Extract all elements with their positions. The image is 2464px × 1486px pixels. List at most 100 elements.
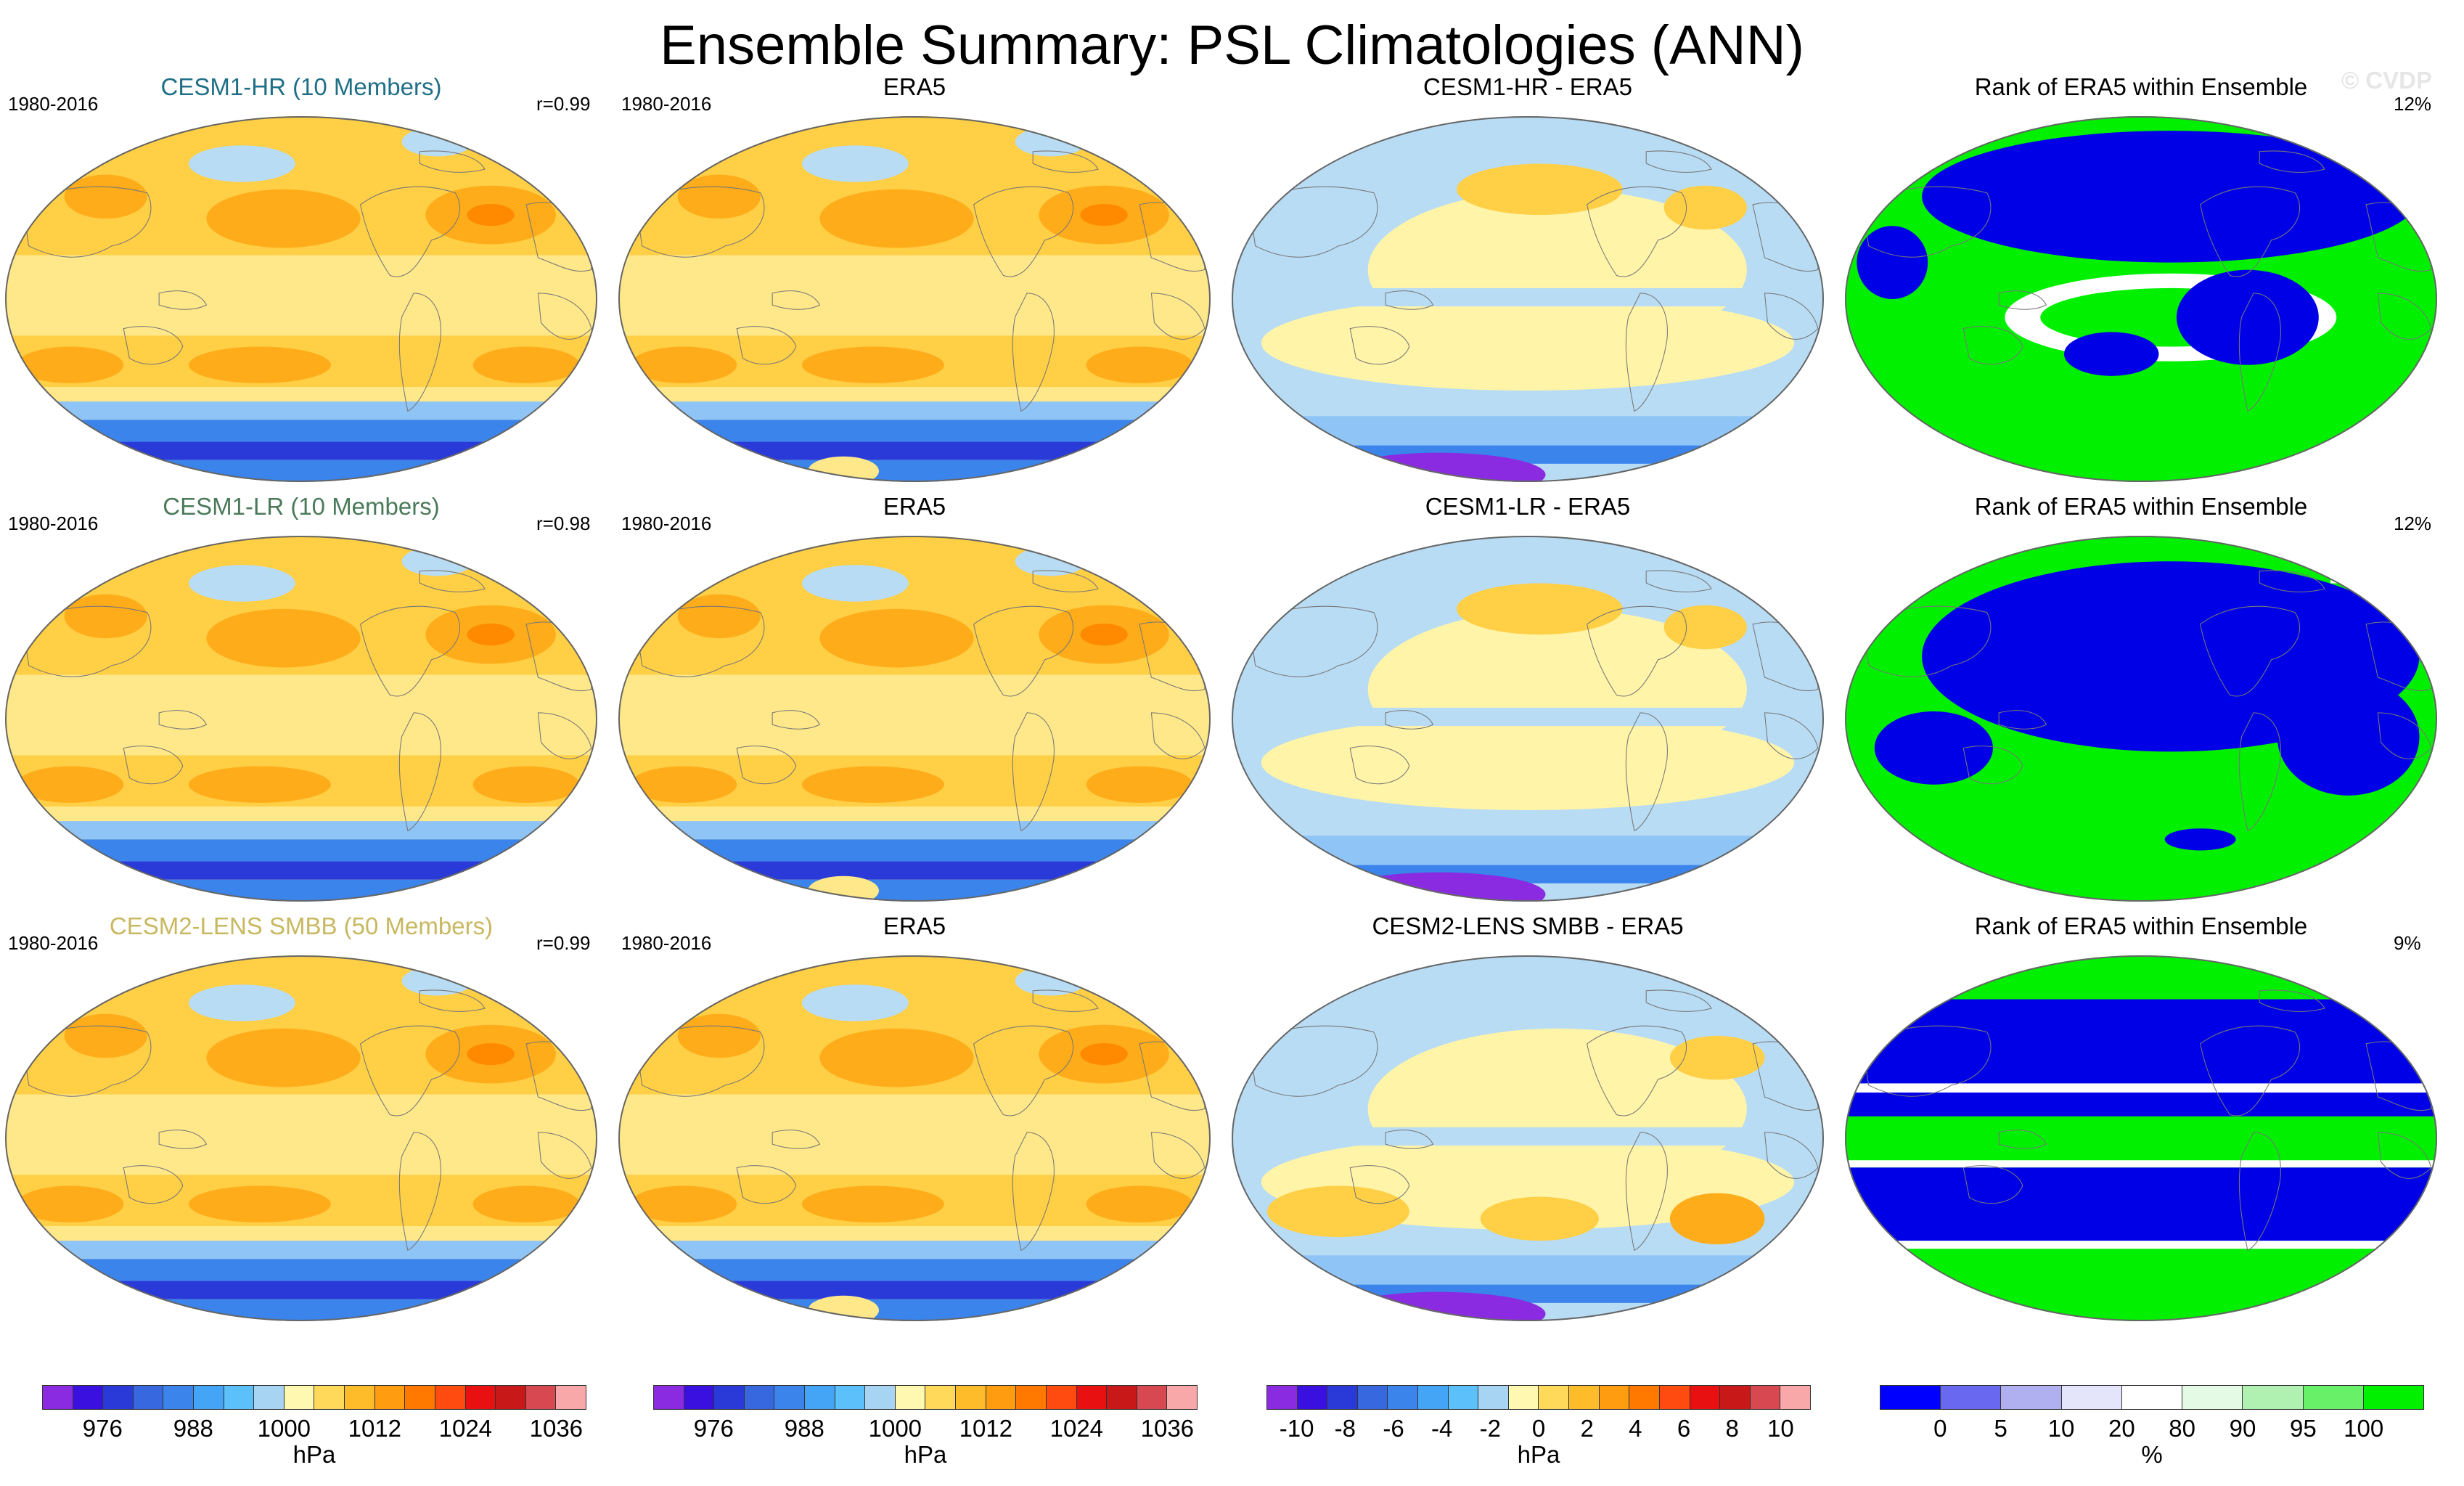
coastline <box>537 293 592 340</box>
panel-title-obs: ERA5 <box>883 73 946 100</box>
colorbar-tick-label: 90 <box>2229 1415 2256 1442</box>
colorbar-swatch <box>713 1385 744 1410</box>
colorbar-tick-label: -6 <box>1383 1415 1404 1442</box>
panel-period: 1980-2016 <box>8 513 99 534</box>
colorbar-swatch <box>495 1385 525 1410</box>
map-obs-row3 <box>618 955 1211 1321</box>
coastline <box>537 712 592 759</box>
coastline <box>419 989 486 1012</box>
coastline <box>2238 293 2281 412</box>
coastline <box>2259 570 2325 592</box>
colorbar-swatch <box>1629 1385 1659 1410</box>
map-diff-row3 <box>1232 955 1824 1321</box>
coastline <box>158 290 208 310</box>
coastline <box>771 710 821 730</box>
colorbar-swatch <box>434 1385 465 1410</box>
coastline <box>1764 1132 1819 1179</box>
coastline <box>419 570 486 592</box>
colorbar-swatch <box>2362 1385 2424 1410</box>
colorbar-tick-label: -10 <box>1279 1415 1314 1442</box>
coastline <box>1625 1132 1668 1252</box>
map-rank-row1 <box>1845 116 2437 482</box>
coastline <box>123 326 184 365</box>
panel-title-model: CESM2-LENS SMBB (50 Members) <box>109 913 494 939</box>
coastline <box>736 746 797 785</box>
colorbar-tick-label: 1036 <box>1140 1415 1195 1442</box>
colorbar-tick-label: 976 <box>693 1415 734 1442</box>
panel-period: 1980-2016 <box>8 93 99 115</box>
rank-percent: 9% <box>2394 932 2421 954</box>
coastline <box>1385 290 1434 310</box>
colorbar-swatch <box>2302 1385 2363 1410</box>
colorbar-tick-label: 20 <box>2108 1415 2135 1442</box>
colorbar-swatch <box>804 1385 835 1410</box>
panel-title-rank: Rank of ERA5 within Ensemble <box>1974 73 2308 100</box>
colorbar-tick-label: 10 <box>1767 1415 1794 1442</box>
coastline <box>1998 710 2047 730</box>
colorbar-swatch <box>925 1385 956 1410</box>
coastline <box>419 150 486 173</box>
colorbar-swatch <box>653 1385 684 1410</box>
coastline <box>1349 1165 1410 1204</box>
coastline <box>1012 1132 1055 1252</box>
coastline <box>537 1132 592 1179</box>
colorbar-swatch <box>525 1385 556 1410</box>
coastline <box>1248 605 1378 677</box>
colorbar-tick-label: 6 <box>1677 1415 1691 1442</box>
coastline <box>736 1165 797 1204</box>
coastline <box>1349 326 1410 365</box>
colorbar-swatch <box>1447 1385 1478 1410</box>
coastline <box>635 1025 765 1097</box>
map-rank-row3 <box>1845 955 2437 1321</box>
colorbar-tick-label: 80 <box>2169 1415 2196 1442</box>
coastline <box>1998 290 2047 310</box>
colorbar-swatch <box>2242 1385 2303 1410</box>
coastline <box>1248 1025 1378 1097</box>
coastline <box>1150 1132 1206 1179</box>
colorbar-swatch <box>1940 1385 2001 1410</box>
colorbar-swatch <box>1136 1385 1167 1410</box>
coastline <box>123 1165 184 1204</box>
colorbar-swatch <box>894 1385 925 1410</box>
colorbar-swatch <box>1076 1385 1107 1410</box>
coastline <box>736 326 797 365</box>
coastline <box>1150 712 1206 759</box>
coastline <box>1032 150 1099 173</box>
panel-title-diff: CESM1-LR - ERA5 <box>1425 493 1631 520</box>
coastline <box>1962 326 2023 365</box>
coastline <box>2377 1132 2432 1179</box>
colorbar-swatch <box>1266 1385 1297 1410</box>
panel-title-model: CESM1-LR (10 Members) <box>163 493 440 520</box>
colorbar-swatch <box>1658 1385 1690 1410</box>
panel-title-obs: ERA5 <box>883 913 946 939</box>
colorbar-unit: % <box>2141 1441 2163 1468</box>
colorbar-swatch <box>344 1385 374 1410</box>
coastline <box>22 186 152 258</box>
colorbar-swatch <box>1166 1385 1198 1410</box>
colorbar-swatch <box>1780 1385 1811 1410</box>
figure-title: Ensemble Summary: PSL Climatologies (ANN… <box>660 15 1804 76</box>
coastline <box>1862 605 1992 677</box>
colorbar-swatch <box>253 1385 284 1410</box>
coastline <box>398 1132 441 1252</box>
colorbar-swatch <box>72 1385 103 1410</box>
coastline <box>123 746 184 785</box>
map-model-row2 <box>5 536 597 902</box>
colorbar-swatch <box>683 1385 714 1410</box>
coastline <box>1998 1130 2047 1149</box>
coastline <box>635 186 765 258</box>
coastline <box>360 186 461 277</box>
colorbar-swatch <box>1015 1385 1046 1410</box>
colorbar-tick-label: -8 <box>1334 1415 1356 1442</box>
colorbar-diff-3 <box>1266 1385 1811 1410</box>
coastline <box>1625 293 1668 412</box>
colorbar-swatch <box>1478 1385 1508 1410</box>
panel-period: 1980-2016 <box>8 932 99 954</box>
colorbar-tick-label: 1024 <box>1049 1415 1104 1442</box>
coastline <box>771 1130 821 1149</box>
colorbar-swatch <box>864 1385 895 1410</box>
panel-title-rank: Rank of ERA5 within Ensemble <box>1974 913 2308 939</box>
colorbar-swatch <box>283 1385 314 1410</box>
panel-title-obs: ERA5 <box>883 493 946 520</box>
coastline <box>2377 712 2432 759</box>
